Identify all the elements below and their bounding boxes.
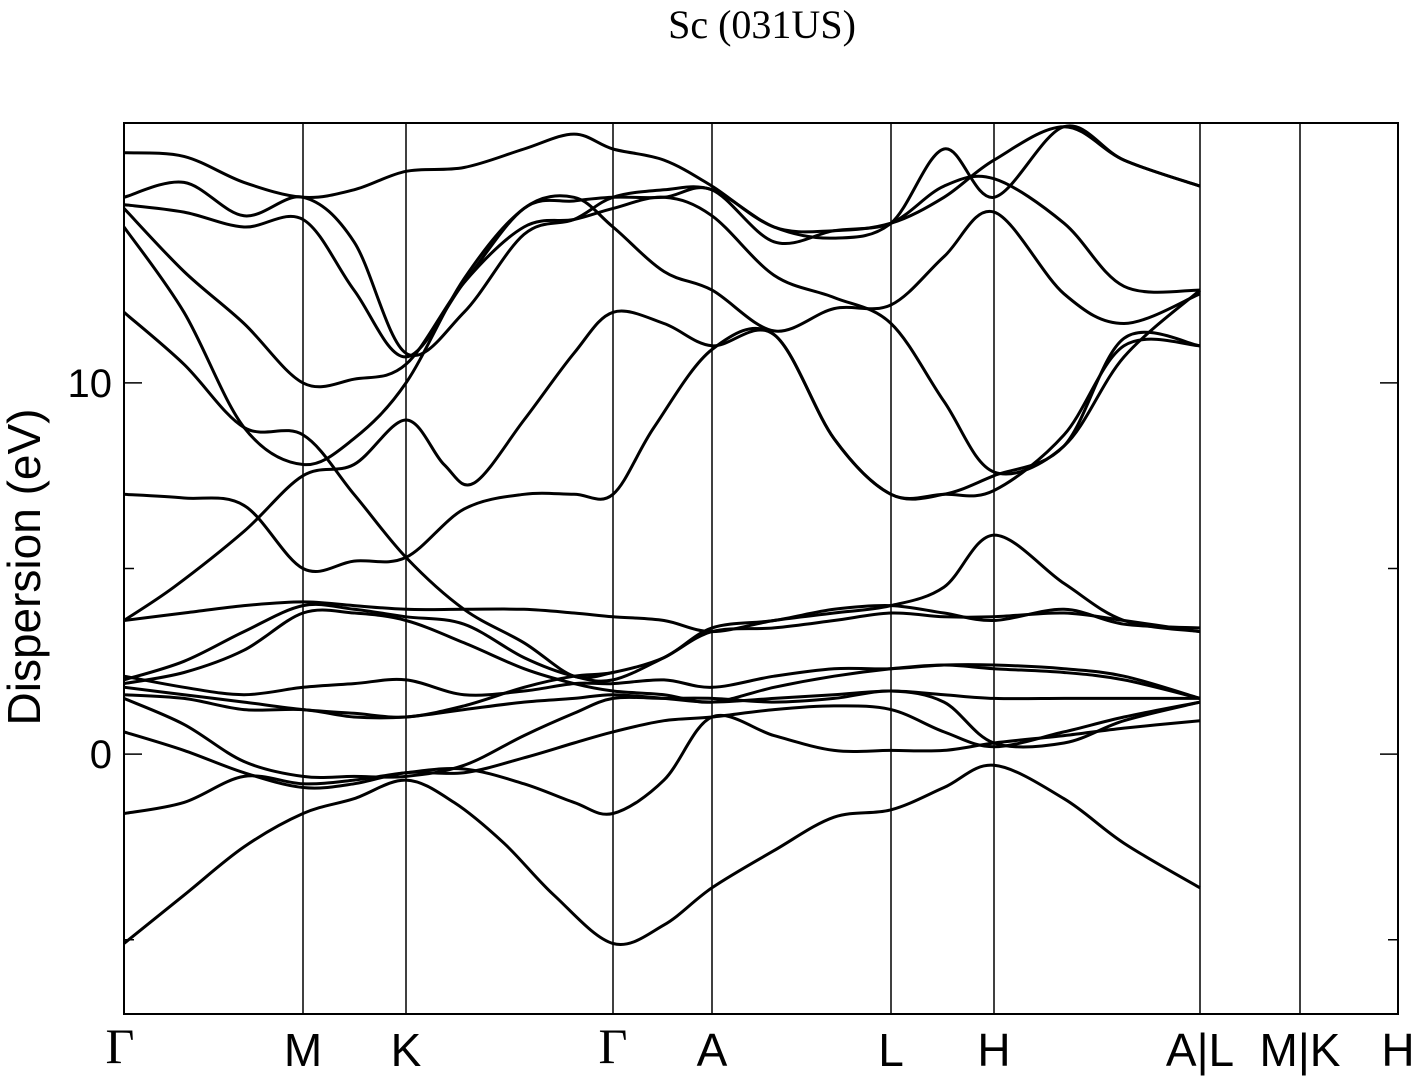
x-tick-label-1: M xyxy=(284,1024,322,1076)
band-line-12 xyxy=(124,311,614,680)
x-tick-label-7: A|L xyxy=(1166,1024,1234,1076)
y-tick-label-1: 10 xyxy=(68,362,113,406)
x-tick-label-0: Γ xyxy=(106,1018,135,1074)
band-line-6 xyxy=(124,663,1201,700)
y-axis-label: Dispersion (eV) xyxy=(0,409,50,726)
band-line-0 xyxy=(124,763,1201,946)
band-line-3 xyxy=(124,689,1201,779)
band-line-16 xyxy=(124,124,1201,357)
band-line-7 xyxy=(124,608,1201,704)
x-tick-label-8: M|K xyxy=(1260,1024,1341,1076)
chart-title: Sc (031US) xyxy=(668,2,856,47)
x-tick-label-5: L xyxy=(878,1024,904,1076)
x-tick-label-6: H xyxy=(977,1024,1010,1076)
x-tick-label-9: H xyxy=(1381,1024,1414,1076)
x-tick-label-4: A xyxy=(697,1024,728,1076)
band-line-17 xyxy=(124,125,1201,234)
x-tick-label-3: Γ xyxy=(599,1018,628,1074)
band-line-9 xyxy=(124,533,1201,634)
band-line-1 xyxy=(124,714,1201,816)
plot-frame xyxy=(123,122,1399,1015)
band-line-11 xyxy=(124,326,1201,574)
band-line-2 xyxy=(124,700,1201,790)
band-line-10 xyxy=(124,309,1201,622)
band-line-15 xyxy=(124,174,1201,359)
x-tick-label-2: K xyxy=(391,1024,422,1076)
band-line-8 xyxy=(124,602,1201,683)
y-tick-label-0: 0 xyxy=(90,733,112,777)
bands-group xyxy=(124,124,1201,946)
band-line-5 xyxy=(124,603,1201,719)
band-line-13 xyxy=(124,194,1201,467)
band-line-14 xyxy=(124,195,1201,476)
plot-area: 0 10 Γ M K Γ A L H A|L M|K H xyxy=(68,122,1415,1076)
